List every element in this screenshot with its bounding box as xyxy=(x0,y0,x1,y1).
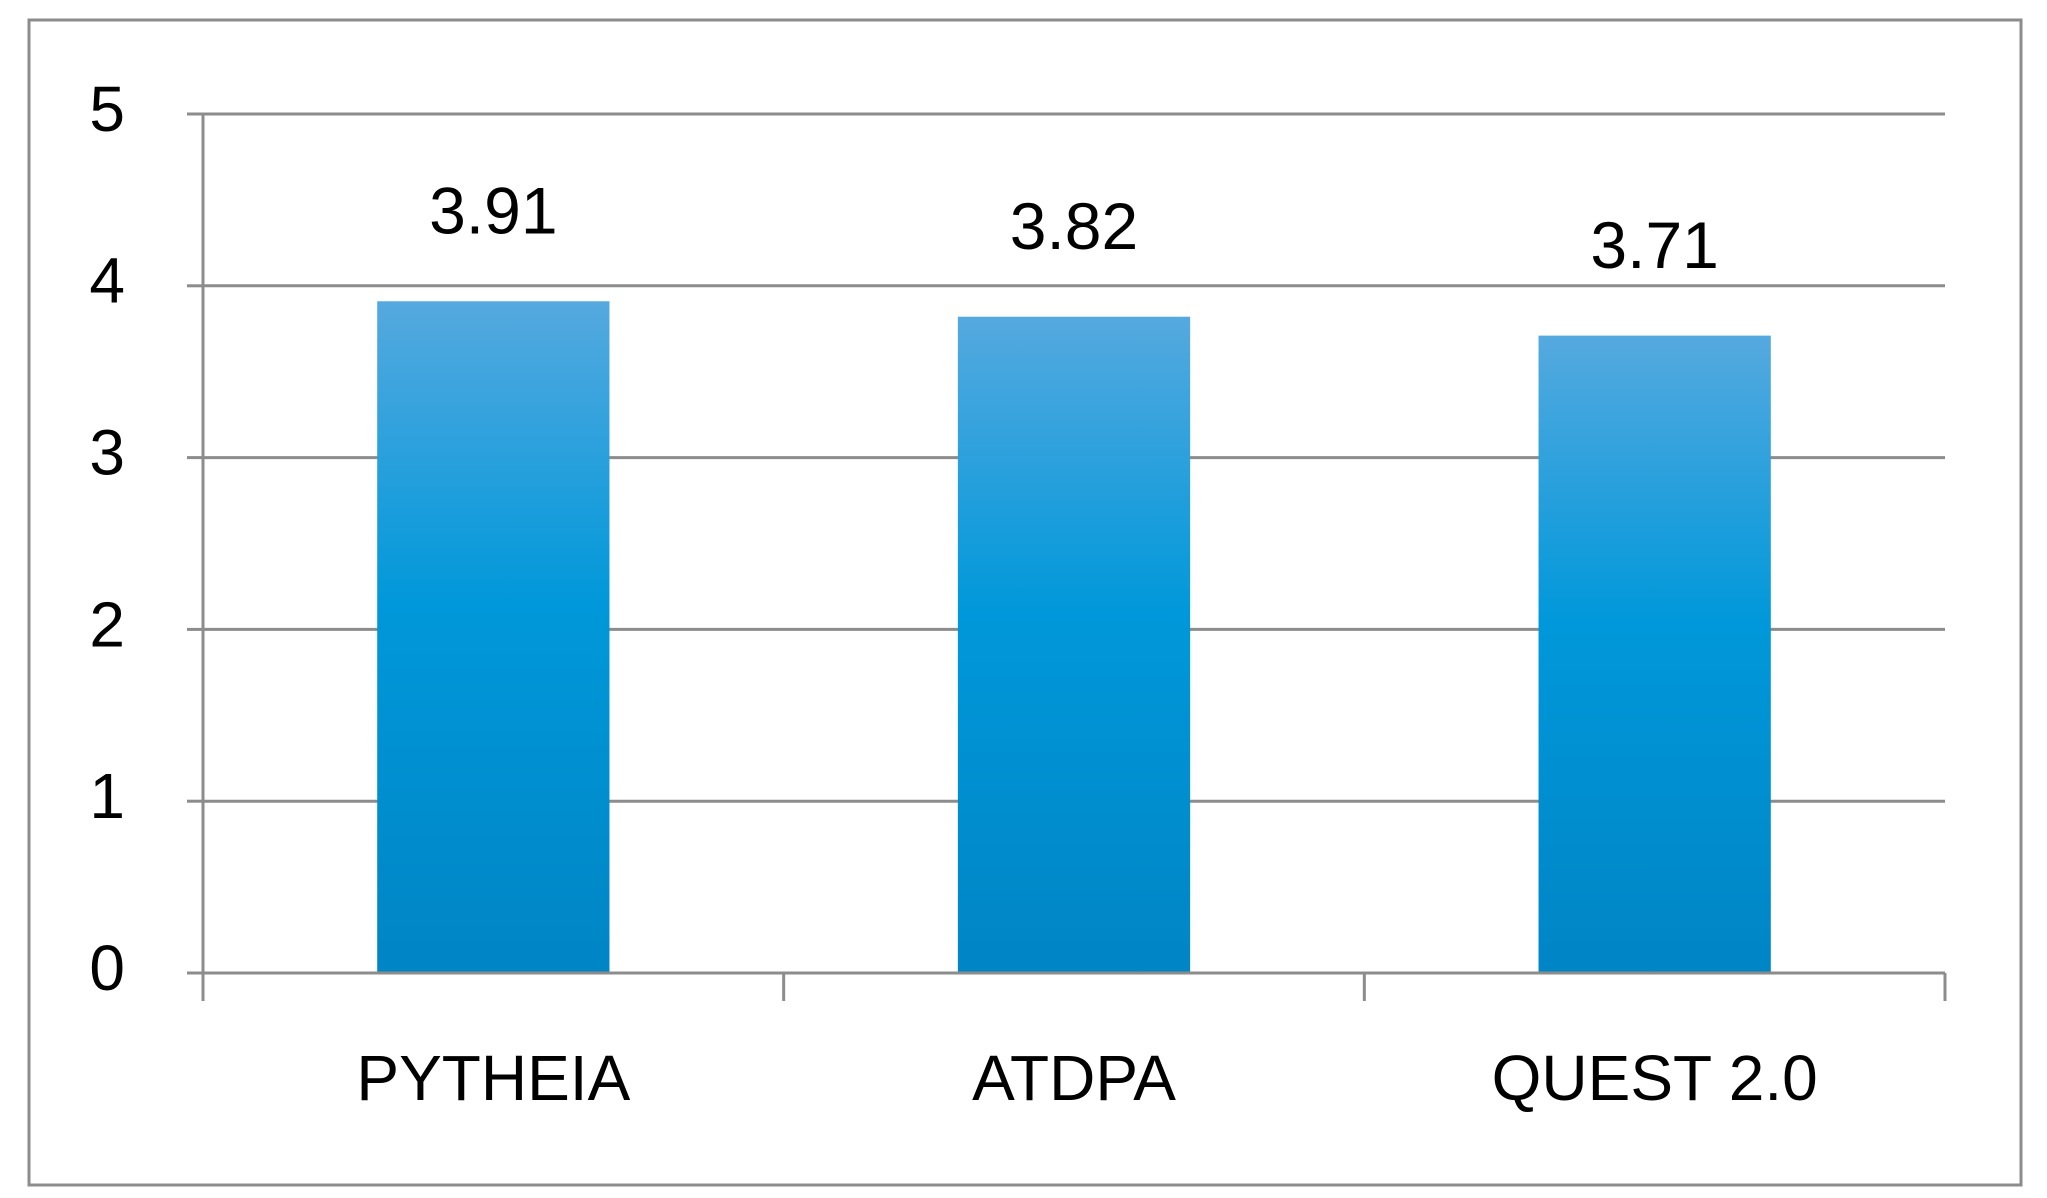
y-tick-label: 0 xyxy=(89,932,125,1004)
bar xyxy=(1538,335,1771,973)
y-tick-label: 3 xyxy=(89,417,125,489)
bar xyxy=(377,301,610,974)
value-label: 3.71 xyxy=(1590,208,1718,282)
value-label: 3.91 xyxy=(429,174,557,248)
x-tick-label: ATDPA xyxy=(972,1042,1176,1114)
y-tick-label: 5 xyxy=(89,73,125,145)
x-tick-label: QUEST 2.0 xyxy=(1492,1042,1818,1114)
y-tick-label: 4 xyxy=(89,245,125,317)
x-tick-label: PYTHEIA xyxy=(356,1042,630,1114)
y-tick-label: 2 xyxy=(89,588,125,660)
bar xyxy=(957,316,1191,973)
y-tick-label: 1 xyxy=(89,760,125,832)
value-label: 3.82 xyxy=(1010,189,1138,263)
